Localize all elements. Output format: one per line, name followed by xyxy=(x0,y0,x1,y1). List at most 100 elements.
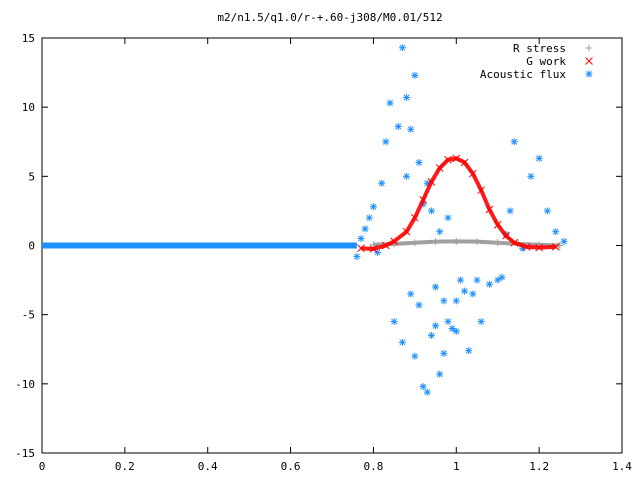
data-point xyxy=(494,276,502,284)
data-point xyxy=(448,325,456,332)
data-point xyxy=(460,158,469,167)
series-g-work xyxy=(357,154,560,253)
legend-marker xyxy=(585,44,593,52)
data-point xyxy=(427,178,436,186)
x-tick-label: 0.2 xyxy=(115,460,135,473)
data-point xyxy=(469,290,477,298)
data-point xyxy=(394,123,402,131)
data-point xyxy=(444,214,452,222)
data-point xyxy=(386,99,394,107)
data-point xyxy=(432,238,440,246)
y-tick-label: 15 xyxy=(22,32,35,45)
y-tick-label: 10 xyxy=(22,101,35,114)
data-point xyxy=(436,370,444,378)
data-point xyxy=(382,241,390,250)
data-point xyxy=(361,225,369,233)
data-point xyxy=(353,253,361,261)
data-point xyxy=(506,207,514,215)
r-stress-curve xyxy=(373,239,560,248)
data-point xyxy=(440,349,448,357)
data-point xyxy=(419,195,427,204)
data-point xyxy=(510,238,519,247)
x-tick-label: 1 xyxy=(453,460,460,473)
data-point xyxy=(423,388,431,396)
data-point xyxy=(522,243,531,251)
legend-marker xyxy=(585,57,593,65)
data-point xyxy=(543,207,551,215)
data-point xyxy=(411,352,419,360)
data-point xyxy=(357,244,365,253)
data-point xyxy=(452,297,460,305)
data-point xyxy=(357,235,365,243)
series-acoustic-flux xyxy=(42,44,568,396)
data-point xyxy=(551,243,560,251)
data-point xyxy=(365,214,373,222)
x-tick-label: 0.6 xyxy=(281,460,301,473)
data-point xyxy=(498,273,506,281)
data-point xyxy=(369,245,378,253)
data-point xyxy=(427,207,435,215)
data-point xyxy=(535,154,543,162)
data-point xyxy=(477,318,485,326)
data-point xyxy=(419,383,427,391)
y-tick-label: -10 xyxy=(15,378,35,391)
y-tick-label: 5 xyxy=(28,170,35,183)
x-tick-label: 1.2 xyxy=(529,460,549,473)
data-point xyxy=(378,179,386,187)
data-point xyxy=(494,239,502,247)
data-point xyxy=(415,159,423,166)
x-tick-label: 0 xyxy=(39,460,46,473)
data-series xyxy=(42,44,568,396)
data-point xyxy=(411,239,419,247)
data-point xyxy=(411,213,419,222)
data-point xyxy=(456,276,464,284)
data-point xyxy=(552,228,560,236)
axis-ticks: 0 0.2 0.4 0.6 0.8 1 1.2 1.4 15 10 5 0 -5 -10 -15 xyxy=(15,32,632,473)
data-point xyxy=(398,338,406,346)
data-point xyxy=(411,71,419,79)
data-point xyxy=(493,220,502,229)
data-point xyxy=(444,318,452,326)
data-point xyxy=(461,287,469,295)
data-point xyxy=(473,276,481,284)
data-point xyxy=(502,231,510,240)
y-tick-label: 0 xyxy=(28,240,35,253)
data-point xyxy=(440,297,448,305)
data-point xyxy=(390,237,398,246)
legend-label: R stress xyxy=(513,42,566,55)
legend-label: Acoustic flux xyxy=(480,68,566,81)
data-point xyxy=(560,237,568,245)
data-point xyxy=(485,205,494,214)
data-point xyxy=(390,318,398,326)
data-point xyxy=(527,172,535,180)
y-tick-label: -15 xyxy=(15,447,35,460)
data-point xyxy=(436,228,444,236)
data-point xyxy=(485,280,493,288)
data-point xyxy=(415,301,423,309)
data-point xyxy=(473,238,481,246)
data-point xyxy=(402,227,411,236)
data-point xyxy=(369,203,377,211)
data-point xyxy=(398,44,406,52)
x-tick-label: 0.8 xyxy=(363,460,383,473)
legend-label: G work xyxy=(526,55,566,68)
data-point xyxy=(510,138,518,146)
data-point xyxy=(403,172,411,180)
x-tick-label: 1.4 xyxy=(612,460,632,473)
y-tick-label: -5 xyxy=(22,309,35,322)
data-point xyxy=(432,322,440,330)
data-point xyxy=(432,283,440,291)
data-point xyxy=(407,125,415,133)
chart-title: m2/n1.5/q1.0/r-+.60-j308/M0.01/512 xyxy=(217,11,442,24)
data-point xyxy=(403,93,411,101)
data-point xyxy=(382,138,390,146)
data-point xyxy=(427,331,435,339)
data-point xyxy=(452,154,461,163)
data-point xyxy=(407,290,415,298)
g-work-curve xyxy=(360,156,556,251)
data-point xyxy=(477,186,485,195)
data-point xyxy=(452,327,460,335)
data-point xyxy=(535,243,543,252)
